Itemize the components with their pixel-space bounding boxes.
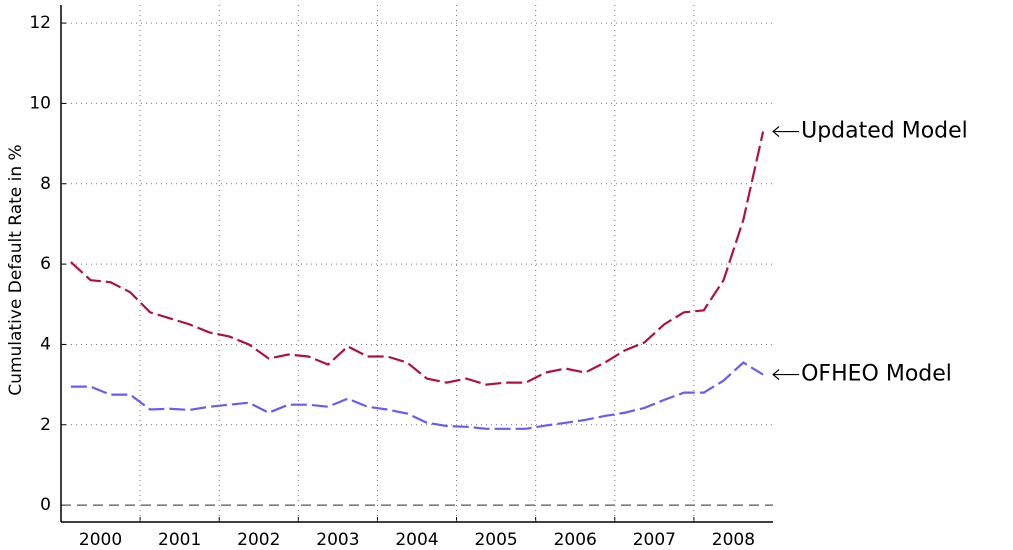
- y-tick-label: 12: [29, 13, 51, 33]
- x-tick-label: 2000: [79, 530, 122, 550]
- x-tick-label: 2006: [554, 530, 597, 550]
- label-arrow: [772, 369, 800, 381]
- x-tick-label: 2002: [237, 530, 280, 550]
- series-line: [70, 361, 764, 430]
- y-tick-label: 10: [29, 93, 51, 113]
- x-tick-label: 2005: [474, 530, 517, 550]
- x-tick-label: 2001: [158, 530, 201, 550]
- y-axis-label: Cumulative Default Rate in %: [6, 144, 26, 395]
- x-tick-label: 2007: [633, 530, 676, 550]
- y-tick-label: 8: [40, 174, 51, 194]
- y-tick-label: 2: [40, 415, 51, 435]
- x-tick-label: 2003: [316, 530, 359, 550]
- y-tick-label: 0: [40, 495, 51, 515]
- label-arrow: [772, 126, 800, 137]
- y-tick-label: 4: [40, 334, 51, 354]
- series-label: OFHEO Model: [801, 362, 952, 387]
- series-label: Updated Model: [801, 119, 968, 144]
- y-tick-label: 6: [40, 254, 51, 274]
- x-tick-label: 2004: [395, 530, 438, 550]
- series-line: [70, 131, 765, 386]
- x-tick-label: 2008: [712, 530, 755, 550]
